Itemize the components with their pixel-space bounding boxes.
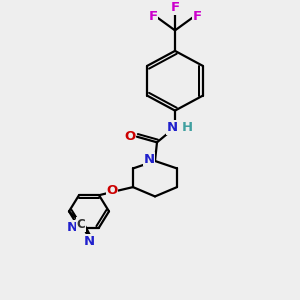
Text: O: O: [124, 130, 136, 143]
Text: C: C: [76, 218, 85, 231]
Text: N: N: [83, 235, 94, 248]
Text: N: N: [66, 221, 78, 234]
Text: F: F: [192, 10, 202, 23]
Text: F: F: [148, 10, 158, 23]
Text: O: O: [106, 184, 118, 197]
Text: N: N: [143, 153, 155, 166]
Text: H: H: [182, 121, 193, 134]
Text: F: F: [170, 2, 180, 14]
Text: N: N: [167, 121, 178, 134]
